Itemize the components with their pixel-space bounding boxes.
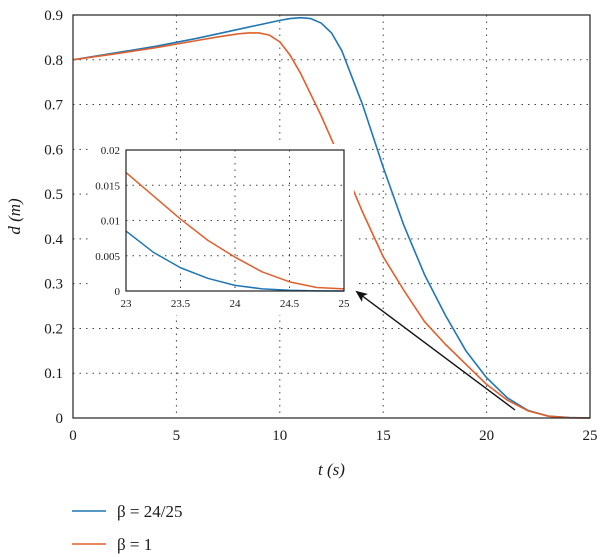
main-y-tick-label: 0.5 xyxy=(44,187,63,203)
legend: β = 24/25 β = 1 xyxy=(72,502,182,554)
main-series-line-1 xyxy=(72,16,591,419)
inset-x-tick-label: 24.5 xyxy=(280,298,300,310)
inset-x-tick-label: 24 xyxy=(230,298,242,310)
main-x-tick-label: 5 xyxy=(173,428,181,444)
inset-plot-frame xyxy=(125,149,345,292)
main-y-tick-label: 0.8 xyxy=(44,53,63,69)
inset-y-tick-label: 0.005 xyxy=(95,251,120,263)
inset-y-tick-labels: 0 0.005 0.01 0.015 0.02 xyxy=(95,145,120,298)
main-series-group xyxy=(72,16,591,419)
main-y-tick-label: 0.2 xyxy=(44,321,63,337)
main-series-line-2 xyxy=(72,32,591,419)
inset-x-tick-labels: 23 23.5 24 24.5 25 xyxy=(121,298,351,310)
main-y-tick-label: 0.6 xyxy=(44,142,63,158)
main-y-tick-label: 0.3 xyxy=(44,277,63,293)
inset-x-tick-label: 25 xyxy=(339,298,351,310)
legend-label-2: β = 1 xyxy=(117,535,152,554)
main-x-tick-label: 20 xyxy=(479,428,494,444)
inset-y-tick-label: 0.015 xyxy=(95,180,120,192)
main-y-tick-label: 0.9 xyxy=(44,8,63,24)
legend-label-1: β = 24/25 xyxy=(117,502,182,521)
inset-y-tick-label: 0 xyxy=(115,286,121,298)
main-plot-frame xyxy=(72,14,591,419)
main-y-tick-labels: 0 0.1 0.2 0.3 0.4 0.5 0.6 0.7 0.8 0.9 xyxy=(44,8,63,427)
inset-y-tick-label: 0.01 xyxy=(101,216,120,228)
main-y-tick-label: 0 xyxy=(56,411,64,427)
inset-x-tick-label: 23.5 xyxy=(171,298,191,310)
main-y-tick-label: 0.4 xyxy=(44,232,63,248)
inset-background xyxy=(88,144,354,315)
inset-series-line-2 xyxy=(125,171,345,290)
inset-x-tick-label: 23 xyxy=(121,298,133,310)
main-x-tick-label: 0 xyxy=(69,428,77,444)
zoom-arrow xyxy=(355,290,516,411)
x-axis-label: t (s) xyxy=(318,460,345,479)
inset-y-tick-label: 0.02 xyxy=(101,145,120,157)
main-x-tick-labels: 0 5 10 15 20 25 xyxy=(69,428,597,444)
main-x-tick-label: 25 xyxy=(583,428,598,444)
main-y-tick-label: 0.1 xyxy=(44,366,63,382)
main-x-tick-label: 15 xyxy=(376,428,391,444)
main-y-tick-label: 0.7 xyxy=(44,98,63,114)
y-axis-label: d (m) xyxy=(5,198,24,235)
main-x-tick-label: 10 xyxy=(272,428,287,444)
